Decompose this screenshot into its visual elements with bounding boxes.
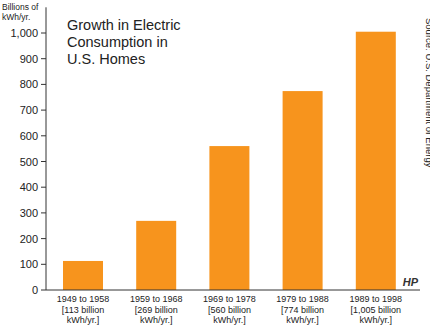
x-tick-label-line: [1,005 billion bbox=[351, 305, 402, 315]
y-tick bbox=[41, 58, 46, 59]
x-tick-label: 1959 to 1968[269 billionkWh/yr.] bbox=[130, 294, 183, 325]
chart-title-line: U.S. Homes bbox=[67, 51, 145, 67]
y-tick-label: 500 bbox=[20, 156, 38, 168]
y-tick-label: 200 bbox=[20, 233, 38, 245]
bar bbox=[356, 32, 396, 290]
y-tick bbox=[41, 187, 46, 188]
chart-title-line: Consumption in bbox=[67, 34, 168, 50]
x-tick-label-line: 1979 to 1988 bbox=[276, 294, 329, 304]
y-tick bbox=[41, 238, 46, 239]
y-tick bbox=[41, 135, 46, 136]
x-tick-label-line: [113 billion bbox=[62, 305, 104, 315]
y-tick-label: 600 bbox=[20, 130, 38, 142]
x-tick-label-line: 1989 to 1998 bbox=[350, 294, 403, 304]
y-tick bbox=[41, 161, 46, 162]
x-tick-label-line: [560 billion bbox=[208, 305, 251, 315]
bar bbox=[283, 91, 323, 290]
chart-svg: 0 100 200 300 400 500 600 700 800 900 1,000 Billion… bbox=[0, 0, 430, 333]
x-tick-label-line: 1959 to 1968 bbox=[130, 294, 183, 304]
bar bbox=[63, 261, 103, 290]
y-tick-label: 800 bbox=[20, 78, 38, 90]
x-tick-label-line: [269 billion bbox=[135, 305, 178, 315]
x-tick-label-line: 1949 to 1958 bbox=[57, 294, 110, 304]
y-tick-label: 700 bbox=[20, 104, 38, 116]
y-tick bbox=[41, 33, 46, 34]
x-axis-line bbox=[46, 290, 420, 291]
x-tick-label: 1989 to 1998[1,005 billionkWh/yr.] bbox=[350, 294, 403, 325]
x-tick-label-line: 1969 to 1978 bbox=[203, 294, 256, 304]
y-tick-label: 900 bbox=[20, 53, 38, 65]
x-tick-label-line: kWh/yr.] bbox=[67, 315, 100, 325]
y-tick bbox=[41, 84, 46, 85]
x-tick-label-line: kWh/yr.] bbox=[140, 315, 173, 325]
chart-title: Growth in ElectricConsumption inU.S. Hom… bbox=[67, 17, 181, 67]
y-axis-line bbox=[46, 7, 47, 290]
y-tick bbox=[41, 264, 46, 265]
logo: HP bbox=[403, 276, 419, 288]
y-tick-label: 1,000 bbox=[10, 27, 38, 39]
y-axis-label-line: Billions of bbox=[2, 2, 39, 12]
y-tick-label: 0 bbox=[32, 284, 38, 296]
x-tick-label-line: kWh/yr.] bbox=[360, 315, 393, 325]
bar bbox=[136, 221, 176, 290]
source-note: Source: U.S. Department of Energy bbox=[424, 18, 430, 168]
y-tick bbox=[41, 110, 46, 111]
y-axis-label: Billions ofkWh/yr. bbox=[2, 2, 39, 22]
y-axis-label-line: kWh/yr. bbox=[2, 12, 30, 22]
x-tick-label: 1979 to 1988[774 billionkWh/yr.] bbox=[276, 294, 329, 325]
bar bbox=[209, 146, 249, 290]
x-tick-label-line: kWh/yr.] bbox=[213, 315, 246, 325]
bars bbox=[63, 32, 396, 290]
chart-title-line: Growth in Electric bbox=[67, 17, 181, 33]
y-tick-label: 300 bbox=[20, 207, 38, 219]
x-tick-label: 1949 to 1958[113 billionkWh/yr.] bbox=[57, 294, 110, 325]
chart-container: 0 100 200 300 400 500 600 700 800 900 1,000 Billion… bbox=[0, 0, 430, 333]
y-tick-label: 400 bbox=[20, 181, 38, 193]
y-tick-label: 100 bbox=[20, 258, 38, 270]
x-tick-label-line: [774 billion bbox=[281, 305, 324, 315]
x-tick-label-line: kWh/yr.] bbox=[286, 315, 319, 325]
y-tick bbox=[41, 290, 46, 291]
y-tick bbox=[41, 212, 46, 213]
x-tick-label: 1969 to 1978[560 billionkWh/yr.] bbox=[203, 294, 256, 325]
